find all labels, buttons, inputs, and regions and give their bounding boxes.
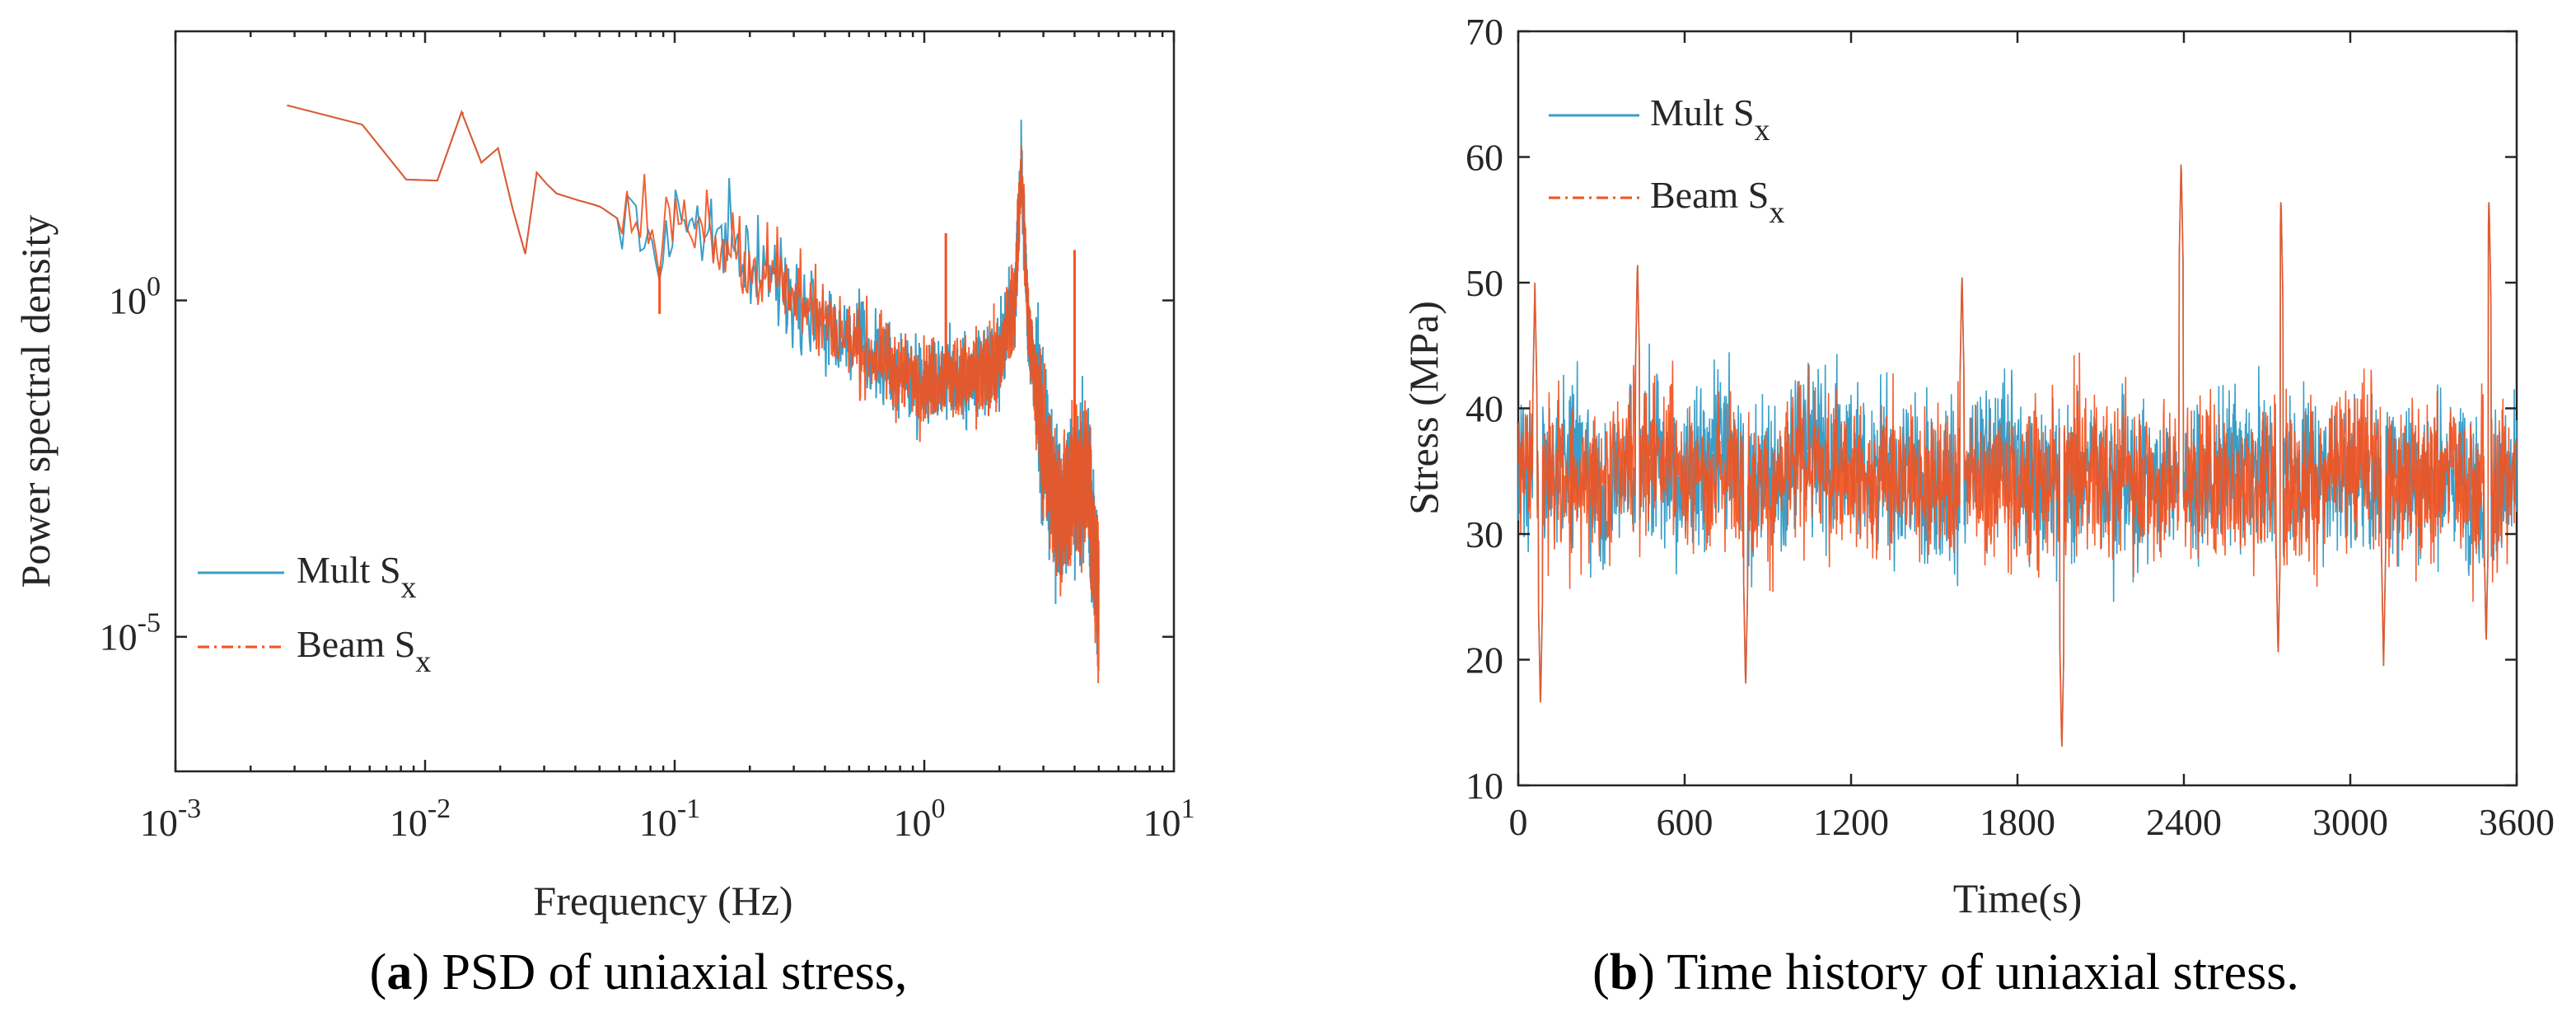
panel-b-series-beam-sx xyxy=(1517,164,2518,747)
panel-b-x-tick-label: 0 xyxy=(1509,801,1528,843)
panel-a-y-tick-exp: 0 xyxy=(147,272,161,302)
panel-a-series-group xyxy=(287,104,1100,684)
panel-b-x-tick-label: 600 xyxy=(1657,801,1713,843)
panel-a-series-beam-sx xyxy=(287,104,1100,684)
panel-a-x-tick-base: 10 xyxy=(639,802,677,844)
panel-a-x-tick-exp: 0 xyxy=(932,794,946,824)
panel-a-x-tick-exp: -1 xyxy=(677,794,700,824)
caption-b-text: Time history of uniaxial stress. xyxy=(1655,944,2299,1000)
panel-a-x-tick-label: 101 xyxy=(1143,794,1195,844)
panel-b-x-tick-label: 3600 xyxy=(2479,801,2555,843)
panel-b-y-tick-label: 70 xyxy=(1466,11,1503,53)
panel-b-x-tick-label: 2400 xyxy=(2146,801,2222,843)
panel-b-y-tick-label: 50 xyxy=(1466,262,1503,304)
panel-a-x-tick-base: 10 xyxy=(894,802,932,844)
panel-a-x-tick-exp: -3 xyxy=(178,794,201,824)
panel-a-y-tick-base: 10 xyxy=(100,616,138,658)
panel-a-legend-mult-sub: x xyxy=(401,570,417,605)
caption-a: (a) PSD of uniaxial stress, xyxy=(370,944,908,1000)
panel-a-y-tick-base: 10 xyxy=(109,280,147,322)
panel-a-x-tick-label: 10-1 xyxy=(639,794,700,844)
panel-b-y-tick-label: 20 xyxy=(1466,639,1503,682)
panel-a-x-axis-label: Frequency (Hz) xyxy=(533,878,792,924)
panel-a-x-tick-base: 10 xyxy=(390,802,428,844)
panel-a-x-tick-exp: -2 xyxy=(428,794,451,824)
panel-b-x-tick-label: 1800 xyxy=(1980,801,2055,843)
panel-b-legend-label-mult: Mult Sx xyxy=(1650,91,1770,148)
panel-a-y-tick-label: 100 xyxy=(109,272,161,322)
panel-b-x-axis-label: Time(s) xyxy=(1953,875,2083,921)
panel-a-legend-beam-sub: x xyxy=(415,644,431,679)
caption-b: (b) Time history of uniaxial stress. xyxy=(1592,944,2299,1000)
panel-b-y-tick-label: 40 xyxy=(1466,388,1503,430)
panel-b-y-axis-label: Stress (MPa) xyxy=(1400,301,1447,515)
panel-a-x-tick-label: 100 xyxy=(894,794,946,844)
panel-b-series-group xyxy=(1517,164,2518,747)
panel-b-x-ticks: 0 600 1200 1800 2400 3000 3600 xyxy=(1509,31,2555,843)
panel-a-legend-beam-name: Beam S xyxy=(297,623,415,665)
panel-b-y-tick-label: 10 xyxy=(1466,765,1503,807)
panel-a-x-tick-exp: 1 xyxy=(1181,794,1195,824)
panel-a-y-tick-exp: -5 xyxy=(138,608,161,639)
caption-a-text: PSD of uniaxial stress, xyxy=(429,944,907,1000)
caption-a-letter: a xyxy=(386,944,412,1000)
panel-a-x-tick-base: 10 xyxy=(140,802,178,844)
panel-b-legend-beam-name: Beam S xyxy=(1650,174,1769,216)
panel-a-y-axis-label: Power spectral density xyxy=(12,215,58,588)
panel-b-y-tick-label: 60 xyxy=(1466,137,1503,179)
panel-a-y-tick-label: 10-5 xyxy=(100,608,161,658)
panel-b-legend-mult-sub: x xyxy=(1755,113,1770,148)
panel-b-legend-label-beam: Beam Sx xyxy=(1650,174,1784,230)
panel-b-x-tick-label: 3000 xyxy=(2312,801,2388,843)
panel-a-x-tick-label: 10-2 xyxy=(390,794,451,844)
caption-b-letter: b xyxy=(1610,944,1638,1000)
panel-a-x-ticks: 10-3 10-2 10-1 100 101 xyxy=(140,31,1195,844)
panel-b-y-ticks: 10 20 30 40 50 60 70 xyxy=(1466,11,2517,807)
panel-a-legend-mult-name: Mult S xyxy=(297,549,401,591)
panel-b-x-tick-label: 1200 xyxy=(1813,801,1889,843)
panel-b-legend-beam-sub: x xyxy=(1769,195,1784,230)
panel-a-legend-label-mult: Mult Sx xyxy=(297,549,417,605)
panel-b-legend-mult-name: Mult S xyxy=(1650,91,1755,134)
panel-b-y-tick-label: 30 xyxy=(1466,513,1503,555)
panel-a-x-tick-label: 10-3 xyxy=(140,794,201,844)
panel-a-x-tick-base: 10 xyxy=(1143,802,1181,844)
panel-b-chart: 0 600 1200 1800 2400 3000 3600 10203040506070 … xyxy=(1400,11,2555,921)
panel-a-legend-label-beam: Beam Sx xyxy=(297,623,431,679)
